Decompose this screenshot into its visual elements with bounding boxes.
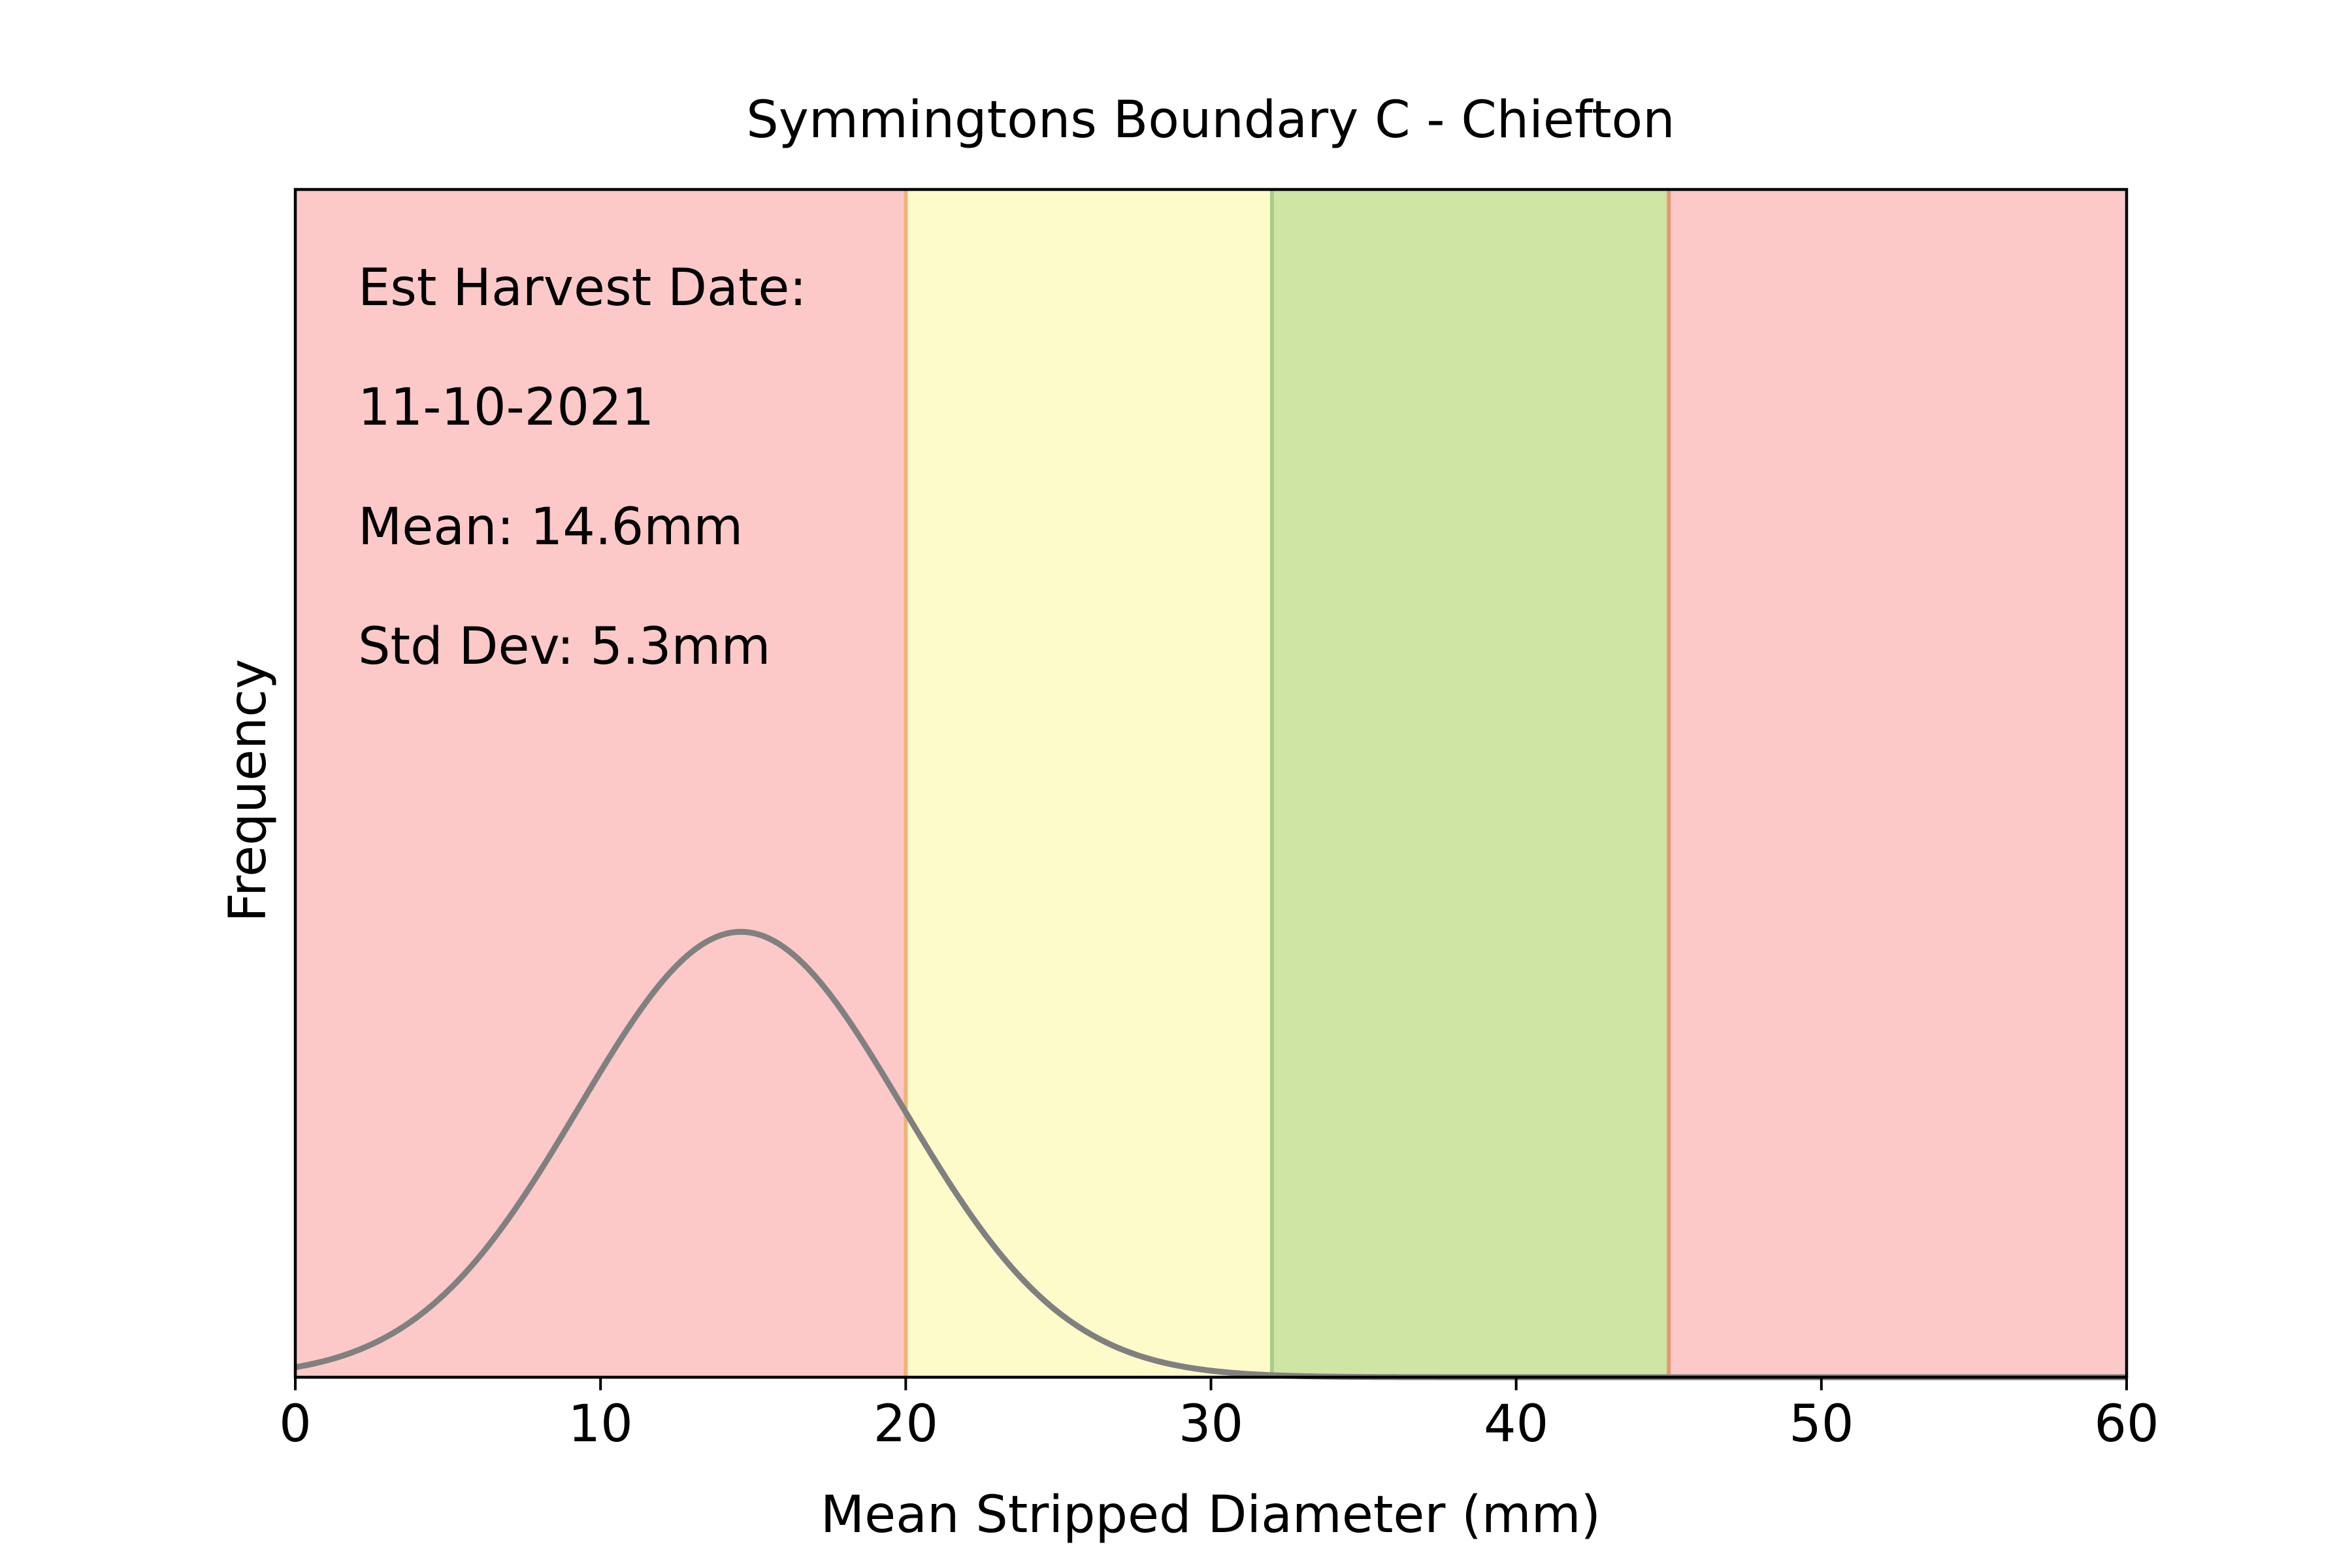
- x-tick-label-40: 40: [1484, 1395, 1548, 1454]
- zone-band-1: [906, 189, 1272, 1377]
- x-tick-label-20: 20: [874, 1395, 938, 1454]
- annotation-harvest-date: 11-10-2021: [358, 378, 654, 437]
- axes: 0 10 20 30 40 50 60: [279, 188, 2159, 1454]
- x-tick-label-0: 0: [279, 1395, 312, 1454]
- x-tick-label-60: 60: [2094, 1395, 2159, 1454]
- zone-band-0: [295, 189, 906, 1377]
- x-axis-label: Mean Stripped Diameter (mm): [821, 1486, 1601, 1544]
- zone-bands: [295, 189, 2127, 1377]
- zone-band-3: [1669, 189, 2127, 1377]
- annotation-harvest-label: Est Harvest Date:: [358, 259, 807, 318]
- zone-band-2: [1271, 189, 1669, 1377]
- chart-title: Symmingtons Boundary C - Chiefton: [746, 91, 1674, 150]
- x-tick-label-50: 50: [1789, 1395, 1854, 1454]
- annotation-mean: Mean: 14.6mm: [358, 498, 743, 557]
- annotation-std-dev: Std Dev: 5.3mm: [358, 617, 770, 676]
- x-tick-label-30: 30: [1179, 1395, 1243, 1454]
- y-axis-label: Frequency: [219, 659, 278, 923]
- x-tick-label-10: 10: [568, 1395, 633, 1454]
